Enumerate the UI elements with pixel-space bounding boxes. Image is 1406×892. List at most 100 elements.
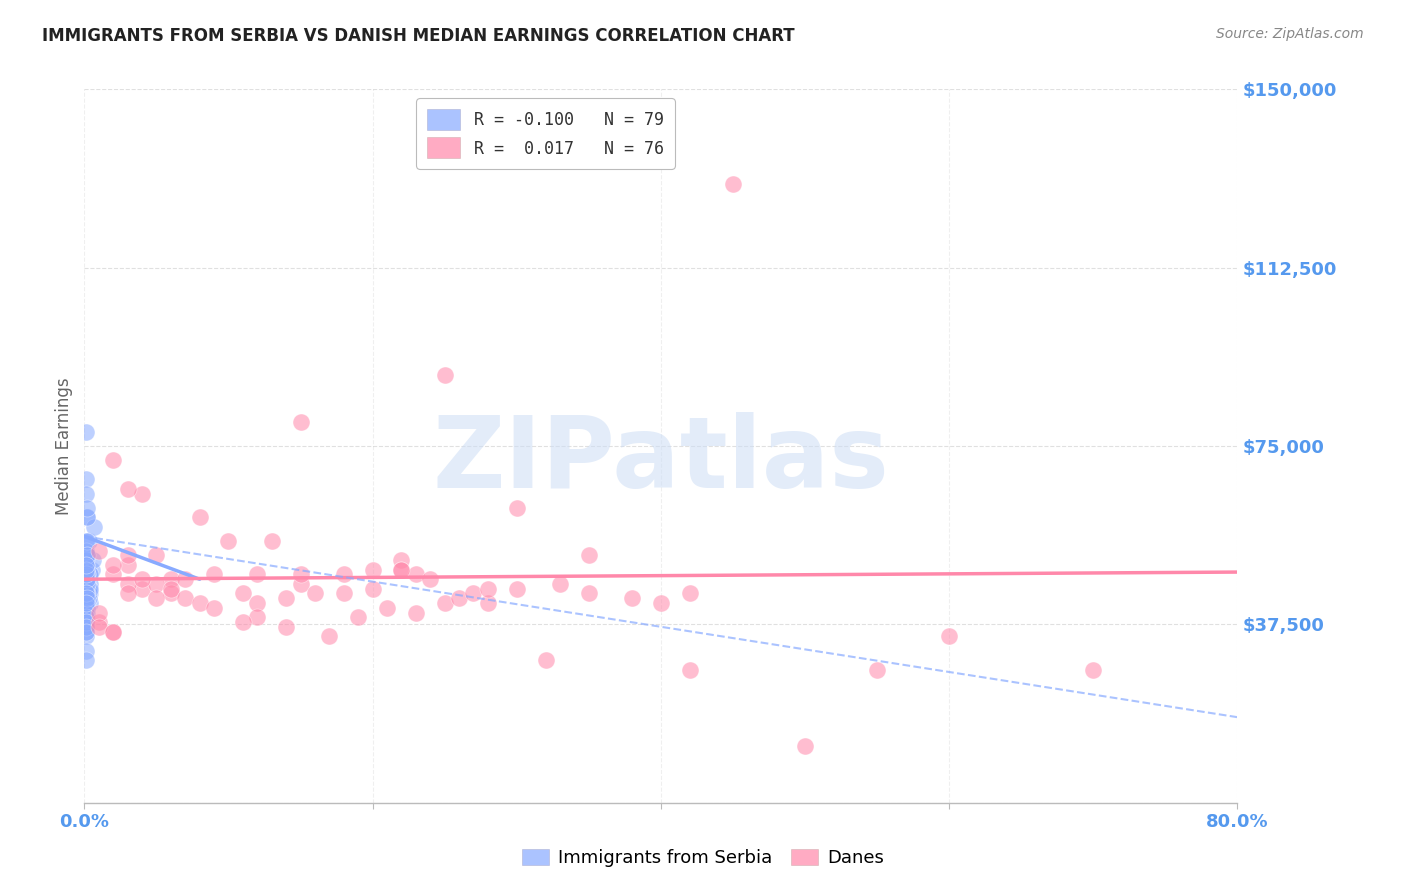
Point xyxy=(202,567,225,582)
Point xyxy=(433,368,456,382)
Point xyxy=(75,572,97,586)
Point xyxy=(75,624,97,639)
Point xyxy=(1081,663,1104,677)
Point xyxy=(76,510,98,524)
Point xyxy=(75,643,97,657)
Point xyxy=(75,615,97,629)
Point xyxy=(103,558,124,572)
Text: ZIPatlas: ZIPatlas xyxy=(433,412,889,508)
Point xyxy=(433,596,456,610)
Point xyxy=(76,500,98,515)
Point xyxy=(75,586,97,600)
Point xyxy=(77,534,100,549)
Point xyxy=(76,510,98,524)
Point xyxy=(76,591,98,606)
Legend: Immigrants from Serbia, Danes: Immigrants from Serbia, Danes xyxy=(515,841,891,874)
Point xyxy=(75,596,97,610)
Point xyxy=(721,178,744,192)
Point xyxy=(477,582,499,596)
Point xyxy=(76,567,98,582)
Point xyxy=(76,549,98,563)
Point xyxy=(75,620,97,634)
Point xyxy=(419,572,441,586)
Point xyxy=(75,586,97,600)
Point xyxy=(160,586,183,600)
Point xyxy=(76,600,98,615)
Point xyxy=(76,586,98,600)
Point xyxy=(332,586,354,600)
Point xyxy=(76,577,98,591)
Point xyxy=(866,663,889,677)
Point xyxy=(75,629,97,643)
Point xyxy=(75,534,97,549)
Point xyxy=(347,610,370,624)
Point xyxy=(75,577,97,591)
Point xyxy=(621,591,644,606)
Point xyxy=(103,624,124,639)
Legend: R = -0.100   N = 79, R =  0.017   N = 76: R = -0.100 N = 79, R = 0.017 N = 76 xyxy=(416,98,675,169)
Point xyxy=(246,596,269,610)
Point xyxy=(76,549,98,563)
Point xyxy=(548,577,571,591)
Point xyxy=(75,582,97,596)
Point xyxy=(77,582,100,596)
Point xyxy=(76,586,98,600)
Point xyxy=(103,453,124,467)
Point xyxy=(506,582,529,596)
Point xyxy=(375,600,398,615)
Point xyxy=(391,563,413,577)
Point xyxy=(79,586,101,600)
Point xyxy=(117,549,139,563)
Point xyxy=(87,606,110,620)
Point xyxy=(246,610,269,624)
Point xyxy=(217,534,239,549)
Point xyxy=(75,543,97,558)
Point xyxy=(304,586,326,600)
Point xyxy=(938,629,960,643)
Point xyxy=(76,577,98,591)
Point xyxy=(75,570,97,584)
Point xyxy=(75,620,97,634)
Point xyxy=(75,596,97,610)
Point xyxy=(75,567,97,582)
Point xyxy=(76,549,98,563)
Point xyxy=(290,567,312,582)
Point xyxy=(650,596,672,610)
Point xyxy=(79,582,101,596)
Point xyxy=(75,586,97,600)
Point xyxy=(578,586,600,600)
Point xyxy=(447,591,470,606)
Point xyxy=(274,620,298,634)
Point xyxy=(793,739,815,753)
Point xyxy=(77,586,100,600)
Point xyxy=(290,415,312,429)
Point xyxy=(76,572,98,586)
Point xyxy=(82,553,104,567)
Point xyxy=(75,606,97,620)
Point xyxy=(145,591,167,606)
Point xyxy=(75,610,97,624)
Point xyxy=(80,563,103,577)
Point xyxy=(75,558,97,572)
Point xyxy=(361,563,384,577)
Point xyxy=(87,615,110,629)
Point xyxy=(188,596,211,610)
Point xyxy=(463,586,485,600)
Point xyxy=(76,591,98,606)
Point xyxy=(131,486,153,500)
Point xyxy=(79,567,101,582)
Point xyxy=(75,615,97,629)
Point xyxy=(678,663,700,677)
Point xyxy=(87,543,110,558)
Point xyxy=(75,596,97,610)
Point xyxy=(117,558,139,572)
Point xyxy=(75,610,97,624)
Point xyxy=(318,629,340,643)
Point xyxy=(77,586,100,600)
Point xyxy=(361,582,384,596)
Point xyxy=(77,567,100,582)
Point xyxy=(103,624,124,639)
Point xyxy=(75,563,97,577)
Point xyxy=(76,577,98,591)
Point xyxy=(160,572,183,586)
